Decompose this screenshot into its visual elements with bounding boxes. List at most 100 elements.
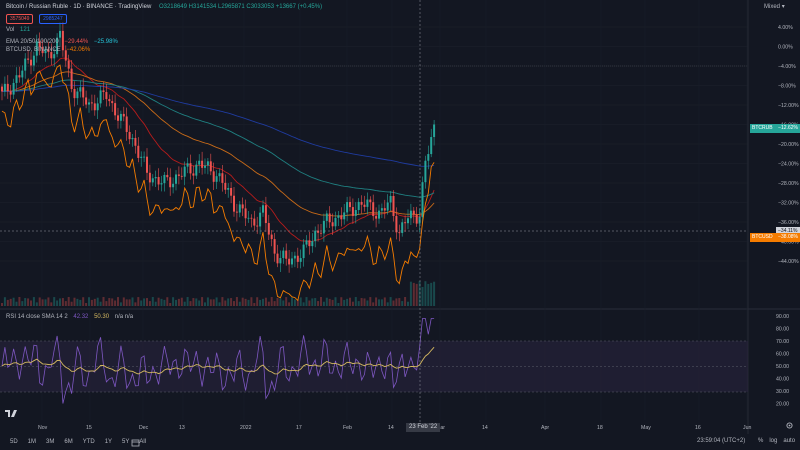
volume-bar: [111, 298, 114, 306]
candle-body: [351, 207, 354, 216]
volume-bar: [296, 299, 299, 306]
volume-bar: [238, 301, 241, 306]
time-axis-label: 14: [482, 425, 488, 431]
ema-200-line: [1, 84, 435, 167]
volume-bar: [24, 298, 27, 306]
timeframe-all[interactable]: All: [139, 439, 147, 445]
candle-body: [1, 86, 3, 92]
rsi-label[interactable]: RSI 14 close SMA 14 2: [6, 314, 68, 320]
candle-body: [424, 160, 427, 183]
price-axis-label: 4.00%: [778, 25, 793, 31]
rsi-axis-label: 70.00: [776, 339, 789, 345]
candle-body: [360, 201, 363, 205]
candle-body: [340, 215, 343, 220]
time-axis-label: 16: [695, 425, 701, 431]
calendar-range-icon[interactable]: [130, 437, 140, 447]
timeframe-buttons: 5D 1M 3M 6M YTD 1Y 5Y All: [0, 439, 146, 445]
volume-bar: [407, 301, 409, 306]
candle-body: [192, 173, 195, 176]
settings-gear-icon[interactable]: [784, 420, 794, 430]
volume-bar: [64, 301, 67, 306]
volume-bar: [206, 297, 209, 306]
clock[interactable]: 23:59:04 (UTC+2): [697, 438, 746, 444]
candle-body: [334, 217, 337, 227]
scale-mode-dropdown[interactable]: Mixed ▾: [764, 3, 785, 12]
ema-label[interactable]: EMA 20/50/100/200: [6, 39, 59, 45]
candle-body: [259, 212, 262, 227]
candle-body: [175, 174, 177, 184]
candle-body: [302, 244, 305, 259]
candle-body: [250, 217, 253, 219]
volume-bar: [299, 297, 302, 306]
buy-button[interactable]: 2985247: [39, 14, 67, 24]
candle-body: [308, 240, 311, 247]
timeframe-1y[interactable]: 1Y: [104, 439, 113, 445]
candle-body: [44, 49, 47, 54]
rsi-line: [1, 318, 435, 404]
timeframe-5y[interactable]: 5Y: [122, 439, 130, 445]
ema-value-1: −29.44%: [64, 39, 89, 45]
candle-body: [148, 172, 151, 183]
candle-body: [331, 222, 334, 227]
volume-bar: [53, 297, 56, 306]
volume-bar: [270, 297, 273, 306]
candle-body: [241, 204, 244, 209]
crosshair-price-value: −34.11%: [778, 228, 798, 234]
volume-bar: [351, 301, 354, 306]
volume-bar: [93, 298, 96, 306]
candle-body: [253, 218, 256, 226]
timeframe-6m[interactable]: 6M: [64, 439, 73, 445]
toggle-log[interactable]: log: [769, 438, 778, 444]
volume-bar: [99, 301, 102, 306]
sell-button[interactable]: 3575049: [6, 14, 34, 24]
timeframe-ytd[interactable]: YTD: [82, 439, 95, 445]
volume-bar: [140, 300, 143, 306]
volume-bar: [305, 297, 308, 306]
axes: 4.00%0.00%−4.00%−8.00%−12.00%−16.00%−20.…: [38, 25, 799, 431]
volume-bar: [9, 298, 12, 306]
volume-bar: [172, 297, 175, 306]
volume-bar: [61, 298, 64, 306]
timeframe-3m[interactable]: 3M: [46, 439, 55, 445]
volume-bar: [212, 299, 215, 306]
symbol-title[interactable]: Bitcoin / Russian Ruble · 1D · BINANCE ·…: [6, 4, 152, 10]
candle-body: [293, 255, 296, 259]
candle-body: [146, 156, 148, 173]
candle-body: [70, 68, 73, 89]
volume-bar: [160, 298, 163, 306]
timeframe-5d[interactable]: 5D: [10, 439, 18, 445]
legend-row-compare: BTCUSD, BINANCE −42.06%: [6, 46, 90, 55]
volume-bar: [50, 302, 53, 306]
volume-bar: [215, 297, 218, 306]
tradingview-logo-icon[interactable]: [4, 408, 18, 418]
candle-body: [383, 208, 386, 211]
candle-body: [27, 58, 30, 60]
volume-bar: [386, 302, 389, 306]
candle-body: [366, 199, 369, 207]
scale-toggles: % log auto: [752, 438, 795, 444]
toggle-auto[interactable]: auto: [783, 438, 796, 444]
candle-body: [96, 103, 99, 111]
vol-label[interactable]: Vol: [6, 27, 15, 33]
candle-body: [430, 137, 433, 155]
toggle-percent[interactable]: %: [758, 438, 764, 444]
volume-bar: [114, 300, 117, 306]
volume-bar: [183, 301, 186, 306]
candle-body: [317, 230, 320, 233]
candle-body: [398, 232, 401, 234]
candle-body: [195, 164, 198, 176]
volume-bar: [317, 301, 320, 306]
volume-bar: [346, 298, 349, 306]
volume-bar: [320, 297, 322, 306]
volume-bar: [134, 302, 137, 306]
timeframe-1m[interactable]: 1M: [27, 439, 37, 445]
candle-body: [157, 177, 160, 185]
volume-bar: [79, 299, 82, 306]
volume-bar: [392, 300, 395, 306]
compare-label[interactable]: BTCUSD, BINANCE: [6, 47, 61, 53]
volume-bar: [221, 297, 224, 306]
crosshair-price-label: −34.11%: [776, 227, 800, 236]
volume-bar: [12, 297, 15, 306]
volume-bar: [311, 298, 314, 306]
